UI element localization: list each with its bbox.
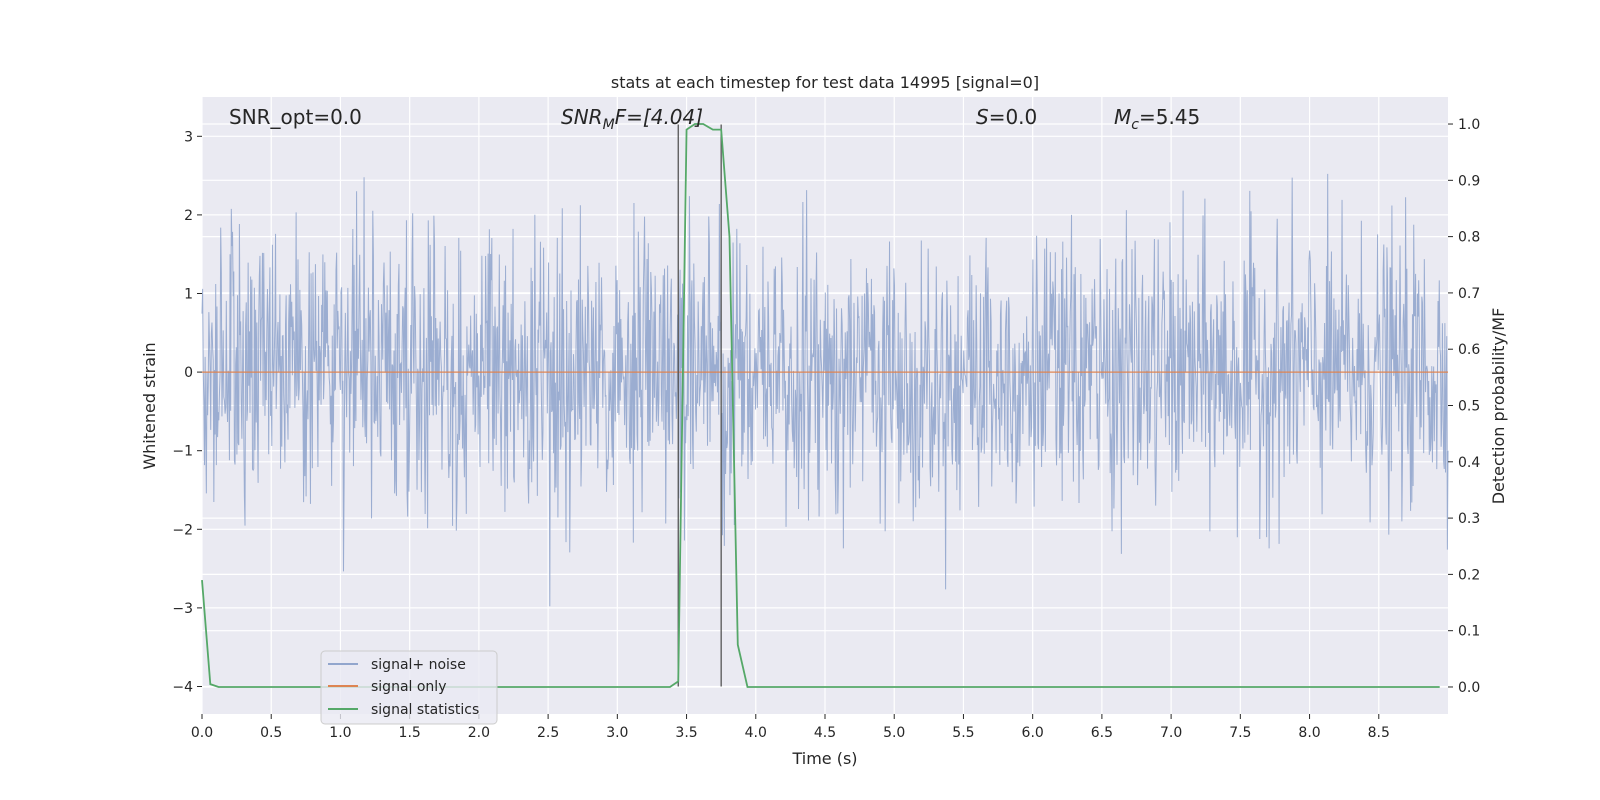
- y2-tick-label: 0.1: [1458, 624, 1480, 640]
- y2-tick-label: 0.5: [1458, 399, 1480, 415]
- y2-tick-label: 1.0: [1458, 117, 1480, 133]
- y2-tick-label: 0.6: [1458, 342, 1480, 358]
- x-tick-label: 7.0: [1160, 725, 1182, 741]
- x-tick-label: 8.0: [1298, 725, 1320, 741]
- annotation-snr-mf-sub: M: [603, 117, 615, 133]
- x-tick-label: 6.0: [1022, 725, 1044, 741]
- x-tick-label: 7.5: [1229, 725, 1251, 741]
- x-tick-label: 4.0: [745, 725, 767, 741]
- annotation-s-symbol: S: [976, 105, 989, 129]
- x-tick-label: 0.5: [260, 725, 282, 741]
- x-tick-label: 8.5: [1368, 725, 1390, 741]
- y2-tick-label: 0.8: [1458, 230, 1480, 246]
- ticks: 0.0 0.5 1.0 1.5 2.0 2.5 3.0 3.5 4.0 4.5 5.0 5.5 6.0 6…: [172, 117, 1480, 741]
- y-tick-label: −1: [172, 444, 193, 460]
- annotation-s: S=0.0: [976, 105, 1037, 129]
- x-tick-label: 6.5: [1091, 725, 1113, 741]
- annotation-mc-symbol: M: [1114, 105, 1131, 129]
- x-tick-label: 2.0: [468, 725, 490, 741]
- y-tick-label: −4: [172, 679, 193, 695]
- x-tick-label: 5.5: [952, 725, 974, 741]
- legend-label-signal-only: signal only: [371, 679, 446, 695]
- y2-tick-label: 0.9: [1458, 173, 1480, 189]
- y-axis-label: Whitened strain: [140, 342, 159, 469]
- vertical-markers: [677, 124, 722, 687]
- y-tick-label: 1: [184, 286, 193, 302]
- annotation-mc-sub: c: [1131, 117, 1139, 133]
- legend-label-signal-statistics: signal statistics: [371, 702, 479, 718]
- y-tick-label: 3: [184, 129, 193, 145]
- x-tick-label: 3.0: [606, 725, 628, 741]
- x-tick-label: 3.5: [675, 725, 697, 741]
- y2-axis-label: Detection probability/MF: [1489, 308, 1508, 505]
- annotation-snr-mf-symbol: SNR: [561, 105, 603, 129]
- x-tick-label: 4.5: [814, 725, 836, 741]
- signal-noise-line: [201, 173, 1449, 607]
- annotation-snr-mf-rest: F=[4.04]: [615, 105, 703, 129]
- y2-tick-label: 0.0: [1458, 680, 1480, 696]
- series-signal-noise: [201, 173, 1449, 607]
- y-tick-label: −2: [172, 522, 193, 538]
- y2-tick-label: 0.3: [1458, 511, 1480, 527]
- annotation-snr-mf: SNRMF=[4.04]: [561, 105, 703, 133]
- annotation-snr-opt: SNR_opt=0.0: [229, 105, 362, 129]
- legend-box: [320, 650, 498, 725]
- x-axis-label: Time (s): [791, 749, 857, 768]
- y2-tick-label: 0.2: [1458, 567, 1480, 583]
- legend-label-signal-noise: signal+ noise: [371, 657, 466, 673]
- annotation-s-rest: =0.0: [989, 105, 1038, 129]
- y-tick-label: 0: [184, 365, 193, 381]
- y-tick-label: −3: [172, 601, 193, 617]
- grid: [201, 97, 1448, 714]
- annotation-mc-rest: =5.45: [1139, 105, 1200, 129]
- x-tick-label: 5.0: [883, 725, 905, 741]
- annotation-mc: Mc=5.45: [1114, 105, 1200, 133]
- x-tick-label: 0.0: [191, 725, 213, 741]
- y-tick-label: 2: [184, 208, 193, 224]
- legend: signal+ noise signal only signal statist…: [320, 650, 498, 725]
- chart-title: stats at each timestep for test data 149…: [611, 73, 1039, 92]
- x-tick-label: 1.0: [329, 725, 351, 741]
- x-tick-label: 1.5: [399, 725, 421, 741]
- y2-tick-label: 0.7: [1458, 286, 1480, 302]
- y2-tick-label: 0.4: [1458, 455, 1480, 471]
- x-tick-label: 2.5: [537, 725, 559, 741]
